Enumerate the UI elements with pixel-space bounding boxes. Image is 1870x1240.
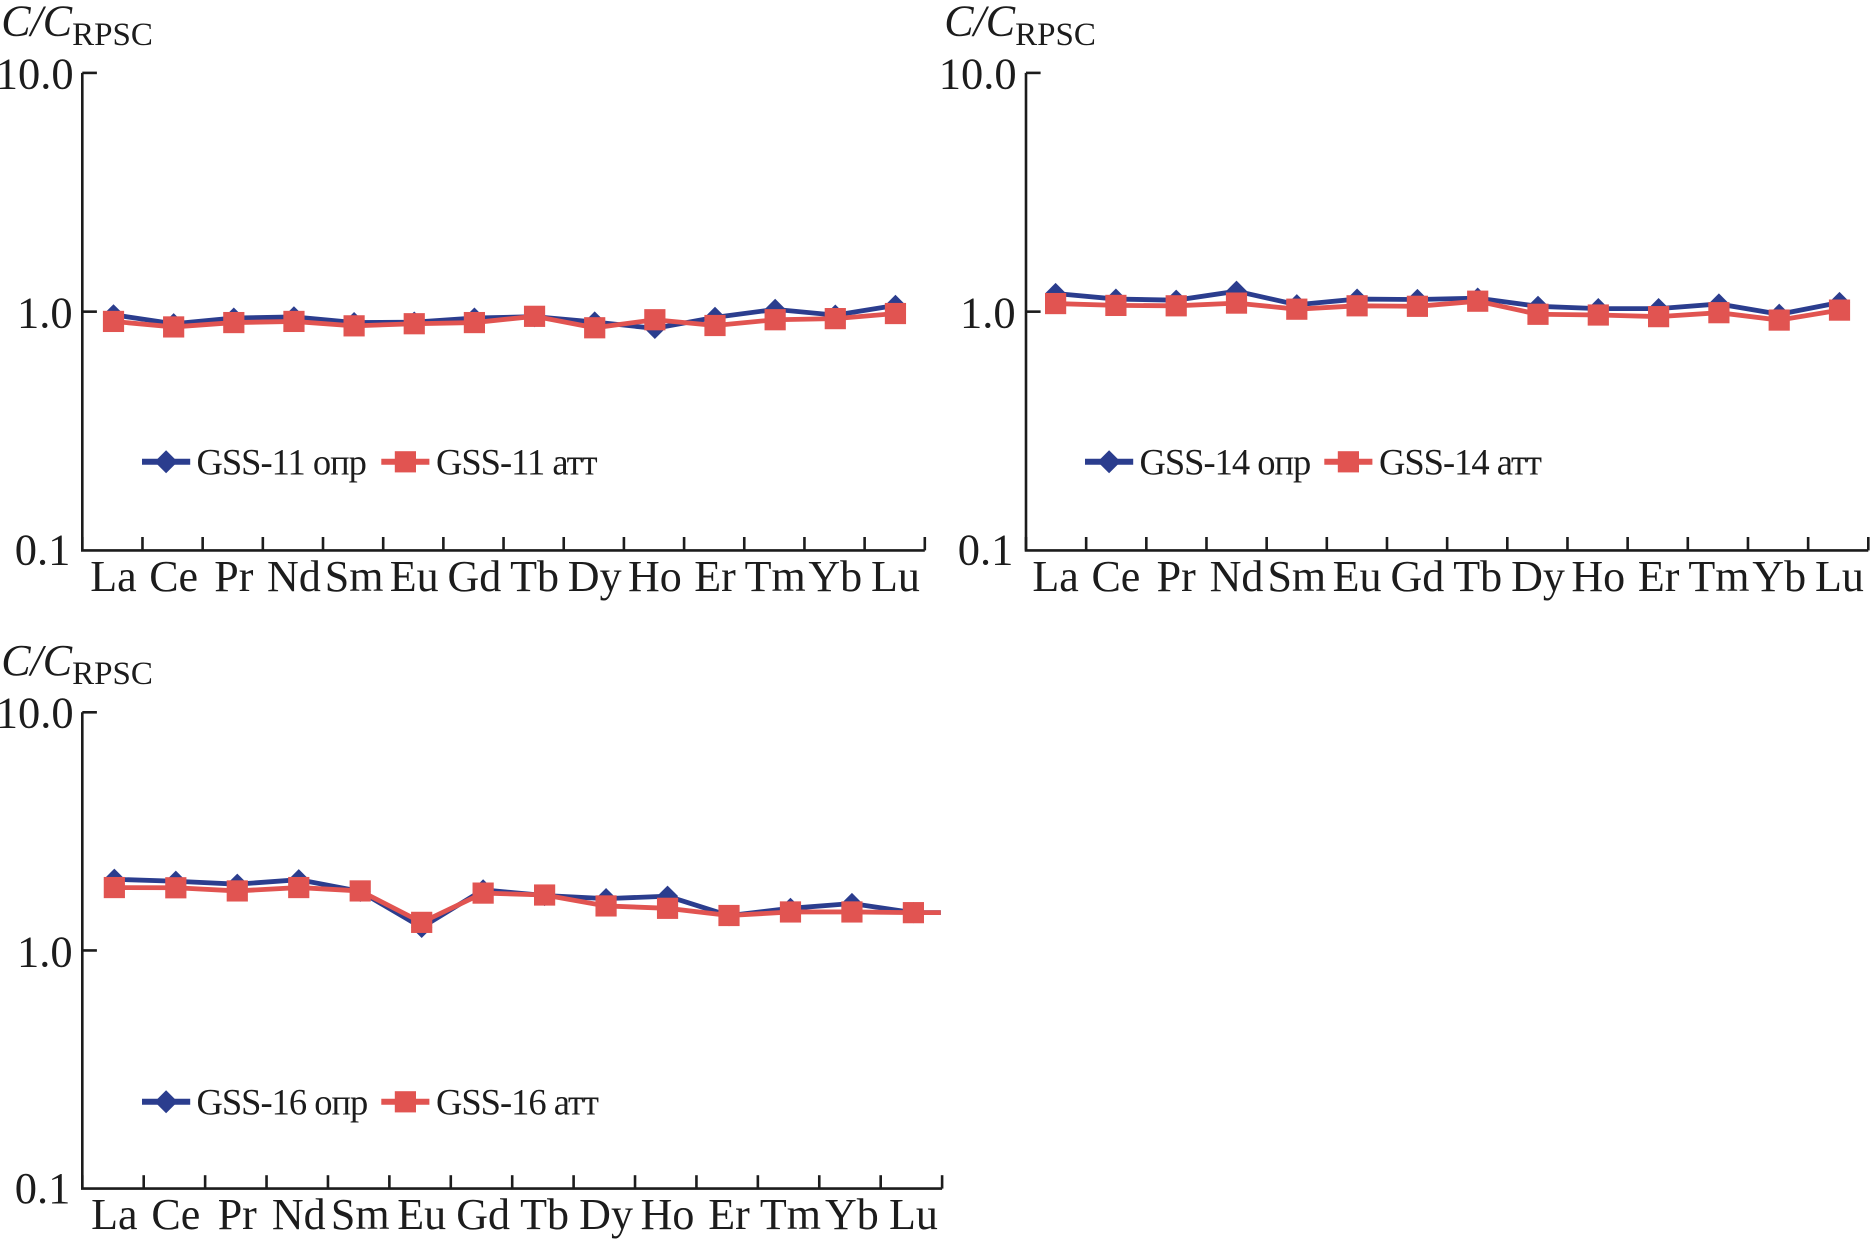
svg-text:GSS-16 атт: GSS-16 атт [436, 1082, 599, 1123]
svg-text:Yb: Yb [808, 552, 862, 601]
svg-text:Tb: Tb [1453, 552, 1502, 601]
svg-text:10.0: 10.0 [0, 48, 74, 98]
svg-text:1.0: 1.0 [17, 926, 73, 976]
svg-text:Gd: Gd [1391, 552, 1445, 601]
svg-text:Tb: Tb [510, 552, 559, 601]
svg-text:1.0: 1.0 [17, 287, 73, 337]
svg-text:GSS-11 опр: GSS-11 опр [197, 442, 366, 483]
svg-text:Eu: Eu [397, 1190, 446, 1239]
svg-text:Sm: Sm [1267, 552, 1326, 601]
svg-text:GSS-11 атт: GSS-11 атт [436, 442, 598, 483]
svg-text:Ce: Ce [151, 1190, 200, 1239]
svg-text:Er: Er [694, 552, 736, 601]
svg-text:0.1: 0.1 [15, 525, 71, 575]
svg-text:Ho: Ho [628, 552, 682, 601]
svg-text:Lu: Lu [1815, 552, 1864, 601]
svg-text:Tm: Tm [760, 1190, 821, 1239]
svg-text:GSS-14 опр: GSS-14 опр [1140, 442, 1311, 483]
svg-text:Pr: Pr [1157, 552, 1196, 601]
svg-text:Tb: Tb [520, 1190, 569, 1239]
svg-text:Er: Er [1638, 552, 1680, 601]
svg-text:Nd: Nd [272, 1190, 326, 1239]
svg-text:Dy: Dy [579, 1190, 633, 1239]
svg-text:Gd: Gd [456, 1190, 510, 1239]
svg-text:Ho: Ho [641, 1190, 695, 1239]
svg-text:1.0: 1.0 [960, 287, 1016, 337]
svg-text:Dy: Dy [1511, 552, 1565, 601]
svg-text:Pr: Pr [218, 1190, 257, 1239]
svg-text:10.0: 10.0 [939, 48, 1017, 98]
svg-text:La: La [1032, 552, 1078, 601]
svg-text:10.0: 10.0 [0, 688, 74, 738]
svg-text:Nd: Nd [267, 552, 321, 601]
svg-text:Gd: Gd [448, 552, 502, 601]
svg-text:Pr: Pr [214, 552, 253, 601]
svg-text:Ho: Ho [1571, 552, 1625, 601]
svg-text:Yb: Yb [825, 1190, 879, 1239]
svg-text:La: La [90, 552, 136, 601]
svg-text:Dy: Dy [568, 552, 622, 601]
svg-text:Ce: Ce [1091, 552, 1140, 601]
svg-text:Er: Er [708, 1190, 750, 1239]
svg-text:Eu: Eu [390, 552, 439, 601]
svg-text:Nd: Nd [1210, 552, 1264, 601]
svg-text:Yb: Yb [1752, 552, 1806, 601]
svg-text:Ce: Ce [149, 552, 198, 601]
svg-text:Tm: Tm [1688, 552, 1749, 601]
svg-text:GSS-16 опр: GSS-16 опр [197, 1082, 368, 1123]
svg-text:GSS-14 атт: GSS-14 атт [1379, 442, 1542, 483]
svg-text:Lu: Lu [889, 1190, 938, 1239]
svg-text:0.1: 0.1 [15, 1163, 71, 1213]
svg-text:Lu: Lu [871, 552, 920, 601]
svg-text:0.1: 0.1 [958, 525, 1014, 575]
svg-text:La: La [91, 1190, 137, 1239]
svg-text:Eu: Eu [1333, 552, 1382, 601]
svg-text:Sm: Sm [325, 552, 384, 601]
svg-text:Sm: Sm [331, 1190, 390, 1239]
svg-text:Tm: Tm [745, 552, 806, 601]
